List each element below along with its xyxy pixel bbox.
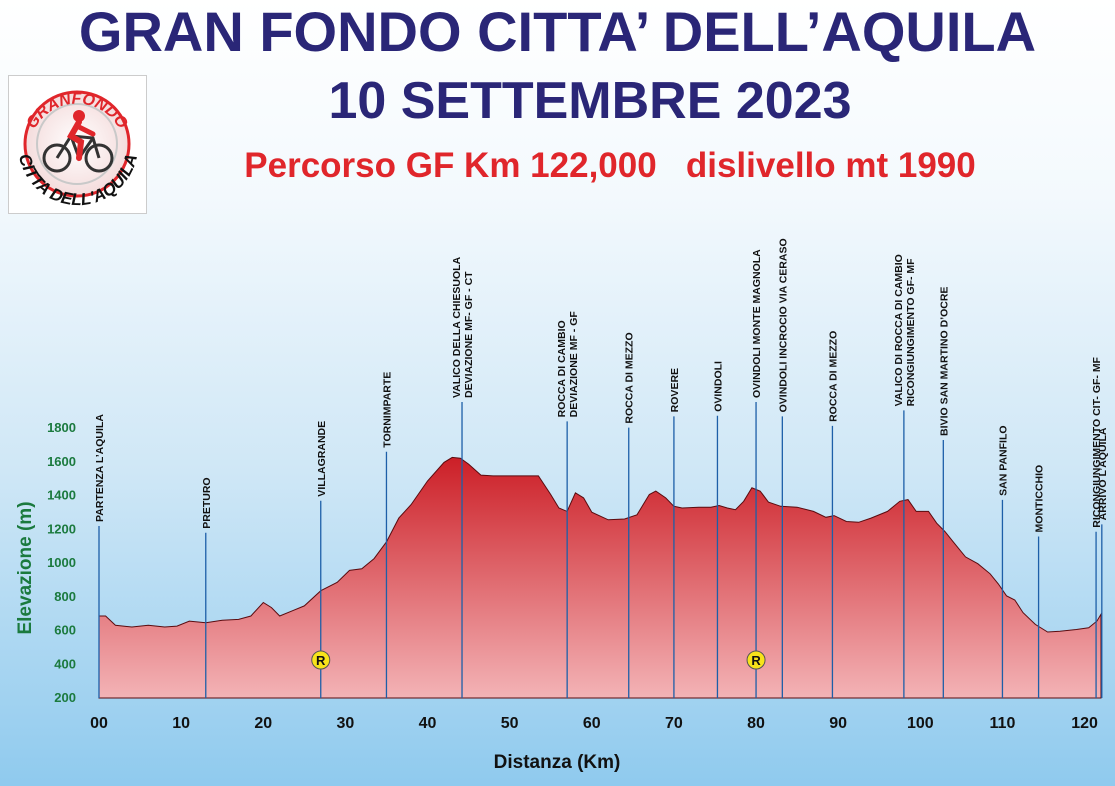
x-tick-label: 110: [990, 715, 1016, 732]
cyclist-icon: [42, 110, 114, 173]
y-tick-label: 1800: [47, 420, 76, 435]
y-tick-label: 200: [54, 690, 76, 705]
x-tick-label: 20: [254, 715, 272, 732]
waypoint-label: OVINDOLI: [712, 361, 724, 412]
waypoint-label: TORNIMPARTE: [382, 372, 394, 448]
waypoint-label: DEVIAZIONE MF - GF: [568, 311, 580, 418]
waypoint-label: VALICO DELLA CHIESUOLA: [451, 256, 463, 398]
waypoint-label: VILLAGRANDE: [316, 421, 328, 497]
x-tick-label: 80: [747, 715, 765, 732]
refreshment-point-label: R: [751, 653, 761, 668]
waypoint-label: BIVIO SAN MARTINO D’OCRE: [938, 287, 950, 436]
waypoint-label: RICONGIUNGIMENTO GF- MF: [905, 258, 917, 407]
x-tick-label: 40: [419, 715, 437, 732]
y-tick-label: 1400: [47, 488, 76, 503]
waypoint-label: RICONGIUNGIMENTO CIT- GF- MF: [1091, 356, 1103, 527]
y-tick-label: 1600: [47, 454, 76, 469]
waypoint-label: ROCCA DI CAMBIO: [556, 320, 568, 417]
refreshment-point-label: R: [316, 653, 326, 668]
event-date: 10 SETTEMBRE 2023: [328, 72, 852, 130]
y-axis-title: Elevazione (m): [15, 501, 36, 634]
x-tick-label: 30: [336, 715, 354, 732]
x-tick-label: 00: [90, 715, 108, 732]
route-subtitle: Percorso GF Km 122,000 dislivello mt 199…: [244, 146, 976, 185]
waypoint-label: MONTICCHIO: [1034, 465, 1046, 533]
refreshment-point-marker: [746, 650, 766, 670]
waypoint-label: PARTENZA L’AQUILA: [94, 414, 106, 522]
y-tick-label: 1200: [47, 521, 76, 536]
waypoint-label: OVINDOLI INCROCIO VIA CERASO: [777, 238, 789, 412]
x-tick-label: 70: [665, 715, 683, 732]
waypoint-label: ROCCA DI MEZZO: [827, 331, 839, 422]
x-tick-label: 50: [501, 715, 519, 732]
x-tick-label: 10: [172, 715, 190, 732]
x-tick-label: 60: [583, 715, 601, 732]
x-axis-title: Distanza (Km): [494, 752, 621, 773]
waypoint-label: ARRIVO L’AQUILA: [1097, 427, 1109, 520]
page-title: GRAN FONDO CITTA’ DELL’AQUILA: [78, 0, 1037, 63]
waypoint-label: ROVERE: [669, 368, 681, 412]
waypoint-label: ROCCA DI MEZZO: [624, 332, 636, 423]
x-tick-label: 100: [907, 715, 934, 732]
y-tick-label: 800: [54, 589, 76, 604]
waypoint-label: PRETURO: [201, 477, 213, 528]
waypoint-label: VALICO DI ROCCA DI CAMBIO: [893, 254, 905, 406]
x-tick-label: 120: [1071, 715, 1098, 732]
y-tick-label: 600: [54, 623, 76, 638]
x-tick-label: 90: [829, 715, 847, 732]
y-tick-label: 1000: [47, 555, 76, 570]
waypoint-label: SAN PANFILO: [997, 425, 1009, 495]
granfondo-logo: GRANFONDO CITTA DELL'AQUILA: [8, 75, 147, 214]
y-tick-label: 400: [54, 656, 76, 671]
elevation-profile-area: [98, 456, 1102, 699]
waypoint-label: OVINDOLI MONTE MAGNOLA: [751, 249, 763, 398]
refreshment-point-marker: [311, 650, 331, 670]
waypoint-label: DEVIAZIONE MF- GF - CT: [463, 271, 475, 398]
